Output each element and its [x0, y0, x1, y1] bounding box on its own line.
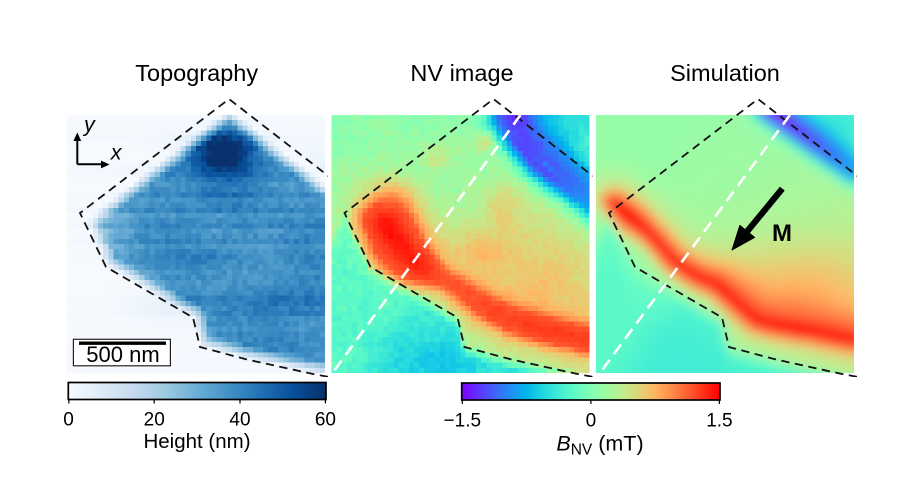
- svg-text:40: 40: [229, 409, 250, 430]
- svg-text:x: x: [110, 141, 123, 165]
- svg-text:M: M: [772, 220, 792, 247]
- svg-text:−1.5: −1.5: [444, 410, 482, 431]
- svg-text:NV image: NV image: [410, 60, 513, 86]
- svg-text:1.5: 1.5: [706, 410, 732, 431]
- svg-text:500 nm: 500 nm: [86, 342, 159, 367]
- svg-text:60: 60: [315, 409, 336, 430]
- svg-text:Simulation: Simulation: [670, 60, 780, 86]
- svg-text:Topography: Topography: [135, 60, 258, 86]
- svg-text:0: 0: [63, 409, 74, 430]
- svg-text:BNV (mT): BNV (mT): [556, 432, 643, 459]
- svg-text:0: 0: [586, 410, 597, 431]
- svg-text:20: 20: [144, 409, 165, 430]
- svg-text:y: y: [82, 113, 96, 137]
- svg-text:Height (nm): Height (nm): [143, 430, 250, 453]
